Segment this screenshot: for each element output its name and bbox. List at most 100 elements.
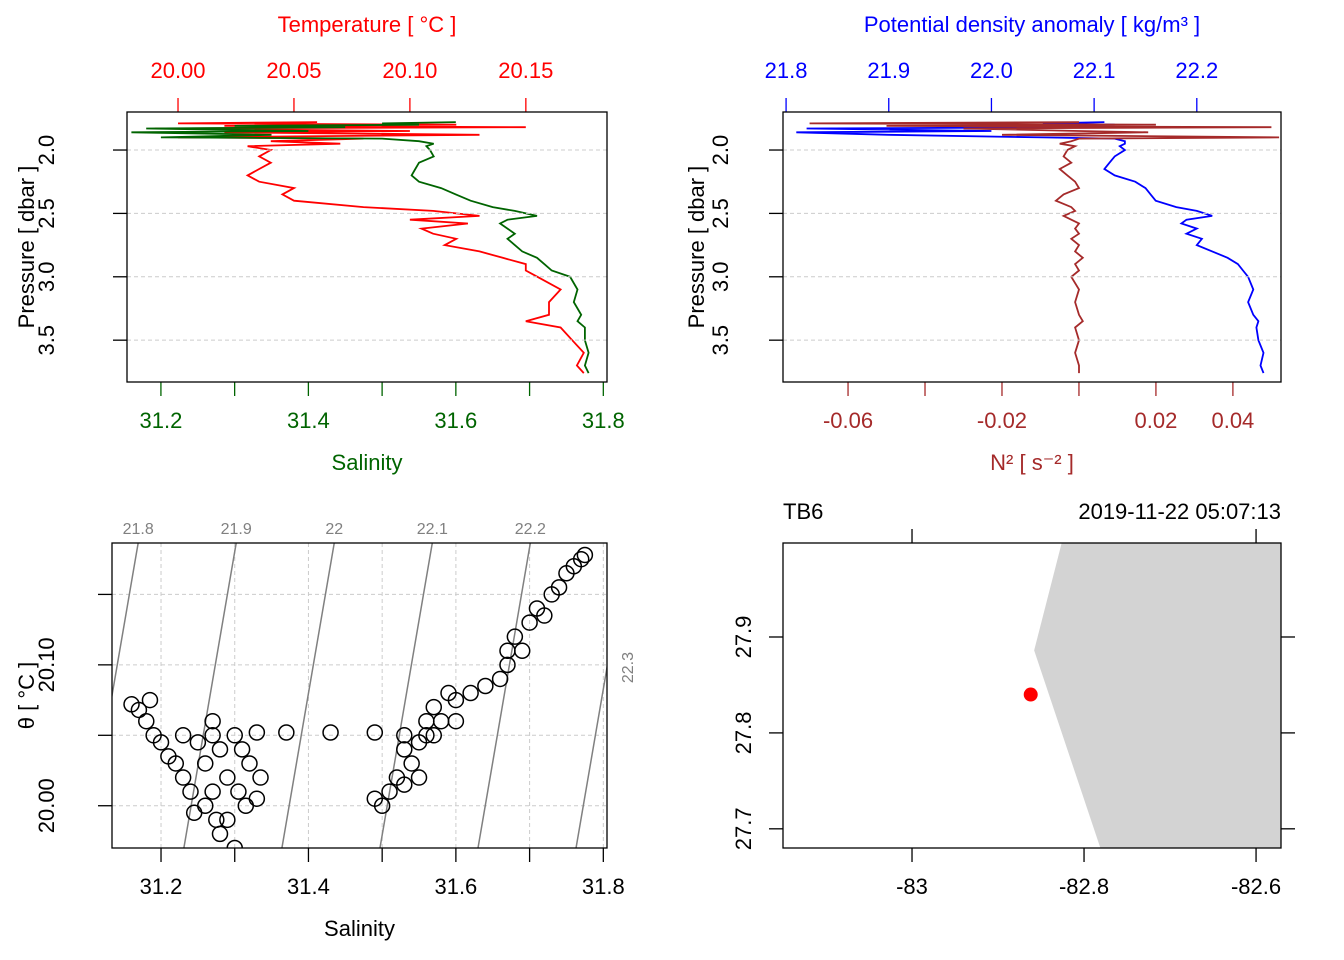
data-point bbox=[204, 783, 221, 800]
plot-frame bbox=[126, 111, 608, 383]
x-tick-label: 21.9 bbox=[867, 58, 910, 83]
data-point bbox=[233, 741, 251, 758]
x-tick-label: -0.06 bbox=[823, 408, 873, 433]
y-axis-title: θ [ °C ] bbox=[14, 662, 39, 729]
x-tick-label: 0.04 bbox=[1211, 408, 1254, 433]
x-tick-label: 0.02 bbox=[1135, 408, 1178, 433]
data-point bbox=[185, 804, 203, 822]
data-point bbox=[447, 712, 465, 730]
data-point bbox=[403, 755, 420, 772]
x-tick-label: 22.2 bbox=[1175, 58, 1218, 83]
data-point bbox=[167, 755, 185, 772]
data-point bbox=[211, 825, 229, 843]
y-axis-title: Pressure [ dbar ] bbox=[684, 166, 709, 329]
isopycnal-label: 22.3 bbox=[620, 652, 637, 683]
data-point bbox=[462, 684, 479, 702]
x-tick-label: 20.00 bbox=[150, 58, 205, 83]
plot-frame bbox=[782, 111, 1282, 383]
x-axis-title: Salinity bbox=[324, 916, 395, 941]
data-point bbox=[550, 579, 568, 596]
y-tick-label: 3.5 bbox=[708, 325, 733, 356]
data-point bbox=[226, 839, 243, 848]
data-point bbox=[410, 734, 428, 751]
profile-line bbox=[131, 121, 590, 374]
data-point bbox=[130, 701, 148, 719]
data-point bbox=[152, 734, 170, 751]
y-axis-title: Pressure [ dbar ] bbox=[14, 166, 39, 329]
isopycnal bbox=[575, 663, 607, 848]
data-point bbox=[506, 628, 524, 645]
y-tick-label: 27.8 bbox=[731, 711, 756, 754]
isopycnal bbox=[183, 543, 237, 848]
y-tick-label: 3.0 bbox=[708, 261, 733, 292]
data-point bbox=[204, 727, 221, 744]
data-point bbox=[252, 769, 269, 786]
profile-line bbox=[154, 121, 585, 374]
plot-area bbox=[796, 121, 1280, 374]
data-point bbox=[499, 656, 516, 674]
isopycnal-label: 22.1 bbox=[417, 521, 448, 538]
data-point bbox=[248, 724, 266, 741]
data-point bbox=[425, 698, 443, 716]
x-axis-title: Salinity bbox=[332, 450, 403, 475]
data-point bbox=[366, 724, 384, 741]
data-point bbox=[138, 712, 155, 730]
data-point bbox=[219, 811, 236, 829]
x-tick-label: 31.4 bbox=[287, 408, 330, 433]
isopycnal bbox=[112, 543, 139, 700]
x-axis-title: Temperature [ °C ] bbox=[278, 12, 457, 37]
data-point bbox=[491, 670, 509, 688]
data-point bbox=[197, 755, 214, 772]
station-name: TB6 bbox=[783, 499, 823, 524]
x-tick-label: 31.2 bbox=[140, 408, 183, 433]
x-tick-label: 20.10 bbox=[382, 58, 437, 83]
data-point bbox=[521, 614, 538, 631]
isopycnal bbox=[281, 543, 335, 848]
x-axis-title: Potential density anomaly [ kg/m³ ] bbox=[864, 12, 1200, 37]
y-tick-label: 2.0 bbox=[708, 135, 733, 166]
y-tick-label: 2.5 bbox=[34, 198, 59, 229]
isopycnal-label: 22 bbox=[325, 521, 343, 538]
profile-line bbox=[796, 121, 1265, 374]
isopycnal-label: 22.2 bbox=[515, 521, 546, 538]
data-point bbox=[576, 546, 594, 564]
data-point bbox=[189, 734, 207, 751]
data-point bbox=[396, 741, 413, 758]
x-tick-label: 31.2 bbox=[140, 874, 183, 899]
plot-frame bbox=[111, 542, 608, 849]
data-point bbox=[447, 691, 465, 709]
y-tick-label: 3.5 bbox=[34, 325, 59, 356]
data-point bbox=[211, 741, 229, 758]
data-point bbox=[278, 724, 295, 741]
x-tick-label: -82.6 bbox=[1231, 874, 1281, 899]
data-point bbox=[410, 769, 428, 786]
x-tick-label: -83 bbox=[896, 874, 928, 899]
data-point bbox=[418, 712, 435, 730]
isopycnal-label: 21.9 bbox=[221, 521, 252, 538]
x-tick-label: 20.05 bbox=[266, 58, 321, 83]
data-point bbox=[197, 797, 214, 814]
data-point bbox=[226, 727, 243, 744]
data-point bbox=[499, 642, 516, 660]
x-tick-label: 21.8 bbox=[765, 58, 808, 83]
y-tick-label: 20.10 bbox=[34, 637, 59, 692]
data-point bbox=[230, 783, 247, 800]
data-point bbox=[219, 769, 236, 786]
data-point bbox=[513, 642, 531, 660]
plot-area bbox=[112, 543, 607, 848]
x-tick-label: 31.8 bbox=[582, 408, 625, 433]
data-point bbox=[572, 550, 590, 568]
data-point bbox=[141, 691, 159, 709]
y-tick-label: 3.0 bbox=[34, 261, 59, 292]
plot-area bbox=[1023, 543, 1281, 848]
data-point bbox=[248, 790, 266, 807]
data-point bbox=[396, 776, 413, 793]
y-tick-label: 2.5 bbox=[708, 198, 733, 229]
x-axis-title: N² [ s⁻² ] bbox=[990, 450, 1074, 475]
x-tick-label: 20.15 bbox=[498, 58, 553, 83]
land bbox=[1034, 543, 1281, 848]
data-point bbox=[396, 727, 413, 744]
data-point bbox=[174, 769, 192, 786]
data-point bbox=[432, 712, 450, 730]
x-tick-label: 31.6 bbox=[434, 408, 477, 433]
